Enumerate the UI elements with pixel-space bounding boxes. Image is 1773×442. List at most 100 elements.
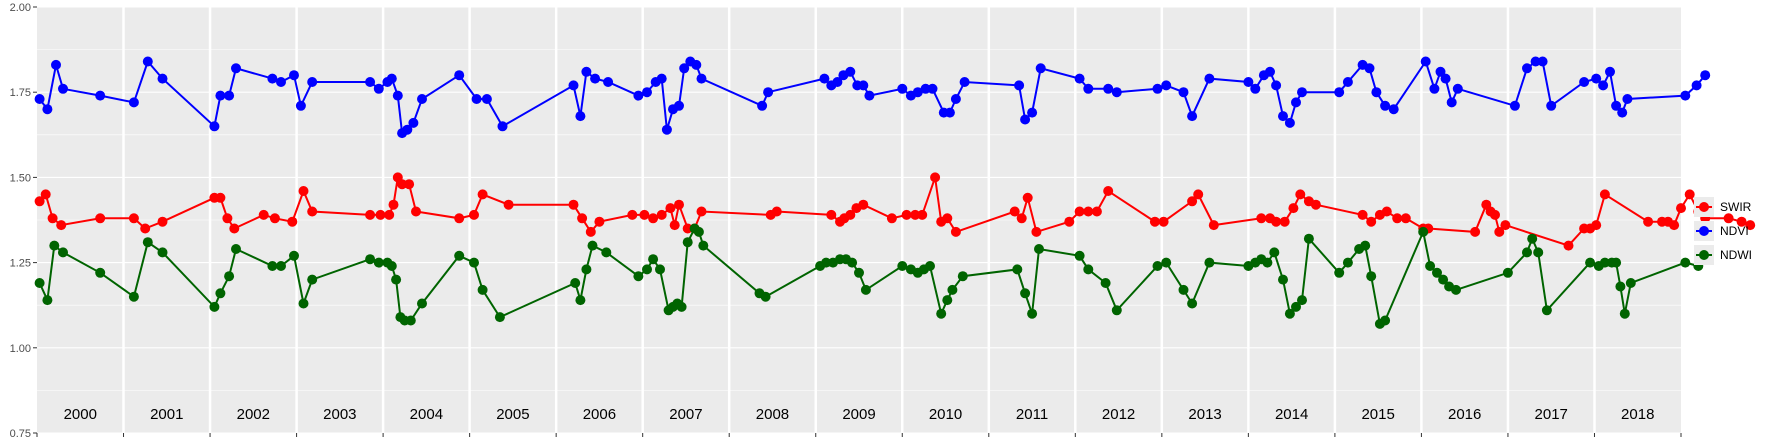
data-point-ndvi [944,107,955,118]
data-point-ndwi [477,284,488,295]
data-point-swir [627,209,638,220]
data-point-ndwi [1012,264,1023,275]
data-point-ndwi [693,226,704,237]
data-point-swir [1599,189,1610,200]
data-point-ndvi [757,100,768,111]
data-point-swir [845,209,856,220]
data-point-swir [682,223,693,234]
data-point-swir [1381,206,1392,217]
data-point-ndvi [679,63,690,74]
data-point-ndvi [581,66,592,77]
year-label: 2003 [323,406,356,423]
data-point-ndvi [497,121,508,132]
data-point-ndvi [1103,83,1114,94]
data-point-swir [1745,220,1756,231]
data-point-ndwi [454,250,465,261]
data-point-swir [95,213,106,224]
data-point-swir [1149,216,1160,227]
data-point-ndvi [1546,100,1557,111]
data-point-ndwi [276,261,286,271]
data-point-ndvi [1035,63,1046,74]
data-point-ndwi [1278,274,1288,285]
data-point-ndvi [590,73,601,84]
data-point-ndvi [1161,80,1172,91]
legend-label: NDWI [1720,248,1752,262]
data-point-swir [222,213,233,224]
data-point-ndvi [1611,100,1622,111]
data-point-ndwi [957,271,968,282]
data-point-ndwi [1380,315,1391,326]
data-point-ndvi [224,90,235,101]
y-tick-label: 1.25 [10,258,31,270]
y-tick-label: 1.50 [10,172,31,184]
data-point-ndvi [1591,73,1602,84]
legend-item-swir[interactable]: SWIR [1694,197,1752,217]
data-point-swir [1723,213,1734,224]
data-point-swir [1591,220,1602,231]
year-label: 2018 [1621,406,1654,423]
data-point-ndvi [307,77,318,87]
legend-key-point [1699,226,1709,236]
data-point-ndwi [391,274,402,285]
data-point-ndvi [51,59,61,70]
data-point-ndvi [1530,56,1541,67]
data-point-ndwi [1100,278,1111,288]
data-point-swir [665,203,676,214]
data-point-swir [229,223,240,234]
year-label: 2001 [150,406,183,423]
data-point-ndvi [927,83,938,94]
data-point-ndvi [633,90,644,101]
data-point-ndvi [34,94,45,104]
data-point-swir [1083,206,1094,217]
data-point-ndvi [674,100,684,111]
data-point-ndwi [847,257,858,268]
data-point-ndvi [1243,77,1254,87]
data-point-ndwi [860,284,871,295]
data-point-ndvi [454,70,465,81]
data-point-swir [696,206,707,217]
data-point-ndwi [1360,240,1371,251]
data-point-swir [375,209,386,220]
data-point-swir [1279,216,1290,227]
data-point-swir [1500,220,1511,231]
data-point-swir [307,206,318,217]
data-point-swir [656,209,667,220]
data-point-ndwi [1432,267,1442,278]
y-axis: 0.75 1.00 1.25 1.50 1.75 2.00 [10,2,37,440]
legend-item-ndwi[interactable]: NDWI [1694,245,1752,265]
data-point-ndwi [469,257,479,268]
data-point-ndwi [95,267,106,278]
data-point-ndwi [1502,267,1513,278]
data-point-ndwi [289,250,299,261]
data-point-ndvi [1014,80,1025,91]
data-point-ndwi [854,267,864,278]
data-point-ndwi [1541,305,1552,316]
y-tick-label: 0.75 [10,428,31,440]
legend[interactable]: SWIR NDVI NDWI [1694,197,1752,265]
data-point-ndvi [1380,100,1391,111]
data-point-swir [901,209,912,220]
data-point-ndwi [655,264,665,275]
data-point-ndvi [1700,70,1711,81]
data-point-ndwi [760,291,771,302]
data-point-swir [639,209,650,220]
data-point-swir [258,209,269,220]
legend-label: SWIR [1720,200,1752,214]
data-point-swir [1392,213,1403,224]
data-point-ndwi [698,240,709,251]
data-point-ndvi [1284,117,1295,128]
data-point-swir [140,223,151,234]
data-point-ndvi [1605,66,1615,77]
data-point-ndwi [1615,281,1626,292]
data-point-swir [397,179,408,190]
legend-item-ndvi[interactable]: NDVI [1694,221,1749,241]
data-point-ndwi [676,301,687,312]
data-point-ndvi [1622,94,1633,104]
data-point-swir [1494,226,1505,237]
data-point-swir [404,179,415,190]
data-point-ndwi [587,240,598,251]
data-point-swir [1563,240,1574,251]
data-point-ndvi [603,77,614,87]
data-point-swir [365,209,376,220]
data-point-ndwi [34,278,45,288]
